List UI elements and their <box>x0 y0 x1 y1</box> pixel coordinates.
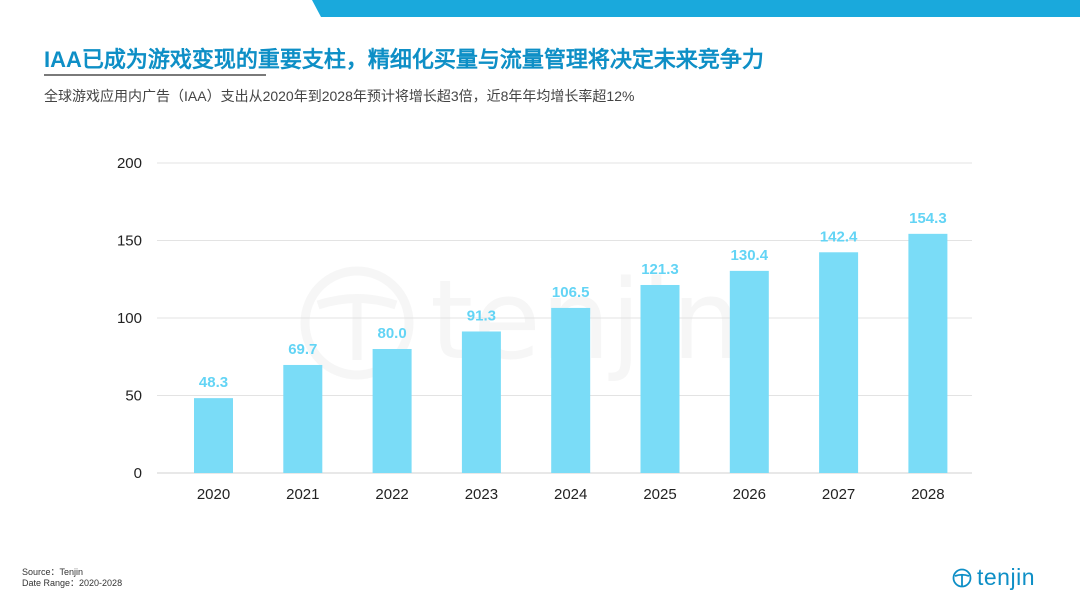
x-tick-label: 2025 <box>643 486 676 503</box>
bar <box>908 233 948 473</box>
bar-value-labels: 48.3 69.7 80.0 91.3 106.5 121.3 130.4 142.4 154.… <box>199 210 947 391</box>
bar-value-label: 91.3 <box>467 307 496 324</box>
x-tick-label: 2024 <box>554 486 587 503</box>
y-axis-ticks: 0 50 100 150 200 <box>117 155 142 482</box>
y-tick-label: 200 <box>117 155 142 172</box>
bar-value-label: 121.3 <box>641 261 679 278</box>
x-tick-label: 2023 <box>465 486 498 503</box>
bar <box>194 398 233 473</box>
bar <box>819 252 859 473</box>
x-tick-label: 2028 <box>911 486 944 503</box>
bar <box>551 307 591 473</box>
date-range-text: Date Range：2020-2028 <box>22 578 123 588</box>
title-underline <box>44 74 266 76</box>
bar-value-label: 154.3 <box>909 210 947 227</box>
bar <box>372 349 412 473</box>
x-tick-label: 2027 <box>822 486 855 503</box>
x-axis-ticks: 2020 2021 2022 2023 2024 2025 2026 2027 2028 <box>197 486 945 503</box>
tenjin-logo-icon <box>952 568 972 587</box>
y-tick-label: 150 <box>117 233 142 250</box>
x-tick-label: 2021 <box>286 486 319 503</box>
bar-value-label: 130.4 <box>731 247 769 264</box>
tenjin-logo: tenjin <box>952 564 1035 591</box>
y-tick-label: 50 <box>125 388 142 405</box>
source-text: Source：Tenjin <box>22 567 84 577</box>
bar-value-label: 142.4 <box>820 228 858 245</box>
page-title: IAA已成为游戏变现的重要支柱，精细化买量与流量管理将决定未来竞争力 <box>44 47 764 72</box>
tenjin-logo-text: tenjin <box>977 564 1035 590</box>
bar-value-label: 69.7 <box>288 341 317 358</box>
bar-value-label: 48.3 <box>199 374 228 391</box>
x-tick-label: 2026 <box>733 486 766 503</box>
source-note: Source：Tenjin Date Range：2020-2028 <box>22 567 122 589</box>
bar-value-label: 80.0 <box>377 325 406 342</box>
bar-value-label: 106.5 <box>552 284 590 301</box>
y-tick-label: 100 <box>117 310 142 327</box>
header-accent-bar <box>312 0 1080 17</box>
x-tick-label: 2022 <box>375 486 408 503</box>
bar <box>729 270 769 473</box>
bar <box>283 364 323 473</box>
page-subtitle: 全球游戏应用内广告（IAA）支出从2020年到2028年预计将增长超3倍，近8年… <box>44 88 635 104</box>
x-tick-label: 2020 <box>197 486 230 503</box>
bar <box>461 331 501 473</box>
y-tick-label: 0 <box>134 465 142 482</box>
bars <box>194 233 948 473</box>
bar <box>640 284 680 473</box>
